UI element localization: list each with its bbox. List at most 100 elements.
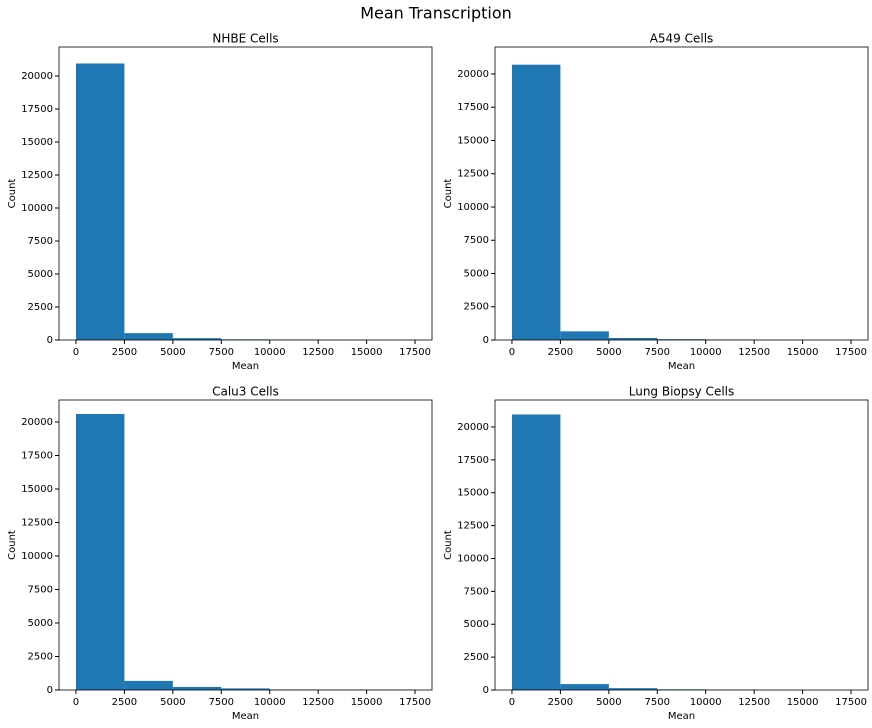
y-axis-label: Count xyxy=(7,530,18,560)
y-axis-label: Count xyxy=(7,179,18,209)
y-tick-label: 15000 xyxy=(21,484,53,495)
x-tick-label: 17500 xyxy=(835,347,867,358)
x-tick-label: 0 xyxy=(509,697,515,708)
axes-frame xyxy=(494,399,869,691)
y-tick-label: 20000 xyxy=(21,71,53,82)
y-tick-label: 0 xyxy=(483,685,489,696)
y-tick-label: 2500 xyxy=(464,652,489,663)
x-tick-label: 17500 xyxy=(399,697,431,708)
y-tick-label: 5000 xyxy=(28,618,53,629)
x-tick-label: 5000 xyxy=(596,697,621,708)
y-tick-label: 7500 xyxy=(28,236,53,247)
y-tick-label: 0 xyxy=(47,335,53,346)
x-axis-label: Mean xyxy=(668,711,695,722)
bar xyxy=(608,338,658,340)
x-tick-label: 10000 xyxy=(690,697,722,708)
x-tick-label: 7500 xyxy=(209,347,234,358)
x-tick-label: 2500 xyxy=(548,697,573,708)
x-axis-label: Mean xyxy=(232,361,259,372)
x-tick-label: 5000 xyxy=(160,347,185,358)
x-tick-label: 5000 xyxy=(596,347,621,358)
y-tick-label: 15000 xyxy=(457,488,489,499)
axes-frame xyxy=(494,46,869,341)
x-tick-label: 15000 xyxy=(351,347,383,358)
bar xyxy=(608,688,658,690)
x-tick-label: 5000 xyxy=(160,697,185,708)
y-tick-label: 20000 xyxy=(457,69,489,80)
x-tick-label: 7500 xyxy=(645,347,670,358)
y-tick-label: 10000 xyxy=(21,203,53,214)
x-tick-label: 0 xyxy=(73,697,79,708)
y-tick-label: 5000 xyxy=(464,619,489,630)
y-tick-label: 10000 xyxy=(457,202,489,213)
x-tick-label: 7500 xyxy=(209,697,234,708)
y-tick-label: 0 xyxy=(483,335,489,346)
y-tick-label: 2500 xyxy=(28,302,53,313)
bar xyxy=(75,413,125,690)
bar xyxy=(172,686,222,690)
bar xyxy=(511,64,561,341)
bar xyxy=(75,63,125,341)
x-tick-label: 15000 xyxy=(351,697,383,708)
bar xyxy=(511,414,561,690)
x-tick-label: 7500 xyxy=(645,697,670,708)
chart-title: A549 Cells xyxy=(650,32,714,46)
y-tick-label: 17500 xyxy=(457,102,489,113)
x-tick-label: 0 xyxy=(509,347,515,358)
bar xyxy=(172,338,222,340)
x-tick-label: 10000 xyxy=(690,347,722,358)
y-tick-label: 2500 xyxy=(464,302,489,313)
y-tick-label: 7500 xyxy=(464,235,489,246)
bar xyxy=(221,688,270,690)
x-axis-label: Mean xyxy=(668,361,695,372)
y-tick-label: 5000 xyxy=(464,268,489,279)
y-tick-label: 10000 xyxy=(21,551,53,562)
chart-title: Lung Biopsy Cells xyxy=(629,385,735,399)
x-tick-label: 10000 xyxy=(254,347,286,358)
y-tick-label: 10000 xyxy=(457,553,489,564)
axes-frame xyxy=(58,399,433,691)
y-tick-label: 7500 xyxy=(28,584,53,595)
y-axis-label: Count xyxy=(443,530,454,560)
x-tick-label: 12500 xyxy=(302,347,334,358)
x-tick-label: 12500 xyxy=(738,697,770,708)
y-tick-label: 17500 xyxy=(21,450,53,461)
y-tick-label: 2500 xyxy=(28,651,53,662)
x-tick-label: 12500 xyxy=(302,697,334,708)
y-tick-label: 12500 xyxy=(457,521,489,532)
x-tick-label: 15000 xyxy=(787,697,819,708)
y-tick-label: 15000 xyxy=(457,135,489,146)
bar xyxy=(560,684,609,690)
y-tick-label: 17500 xyxy=(457,455,489,466)
y-tick-label: 12500 xyxy=(21,170,53,181)
y-axis-label: Count xyxy=(443,179,454,209)
chart-title: Calu3 Cells xyxy=(212,385,279,399)
x-tick-label: 0 xyxy=(73,347,79,358)
bar xyxy=(124,333,173,340)
x-tick-label: 15000 xyxy=(787,347,819,358)
y-tick-label: 20000 xyxy=(21,417,53,428)
bar xyxy=(124,680,173,690)
y-tick-label: 12500 xyxy=(21,517,53,528)
bar xyxy=(560,331,609,340)
x-tick-label: 12500 xyxy=(738,347,770,358)
axes-frame xyxy=(58,46,433,341)
x-tick-label: 17500 xyxy=(835,697,867,708)
y-tick-label: 20000 xyxy=(457,422,489,433)
y-tick-label: 0 xyxy=(47,685,53,696)
x-tick-label: 2500 xyxy=(112,697,137,708)
y-tick-label: 15000 xyxy=(21,137,53,148)
x-axis-label: Mean xyxy=(232,711,259,722)
y-tick-label: 17500 xyxy=(21,104,53,115)
x-tick-label: 17500 xyxy=(399,347,431,358)
x-tick-label: 2500 xyxy=(548,347,573,358)
x-tick-label: 2500 xyxy=(112,347,137,358)
y-tick-label: 7500 xyxy=(464,586,489,597)
y-tick-label: 5000 xyxy=(28,269,53,280)
chart-title: NHBE Cells xyxy=(212,32,278,46)
figure-title: Mean Transcription xyxy=(360,4,512,23)
x-tick-label: 10000 xyxy=(254,697,286,708)
y-tick-label: 12500 xyxy=(457,169,489,180)
